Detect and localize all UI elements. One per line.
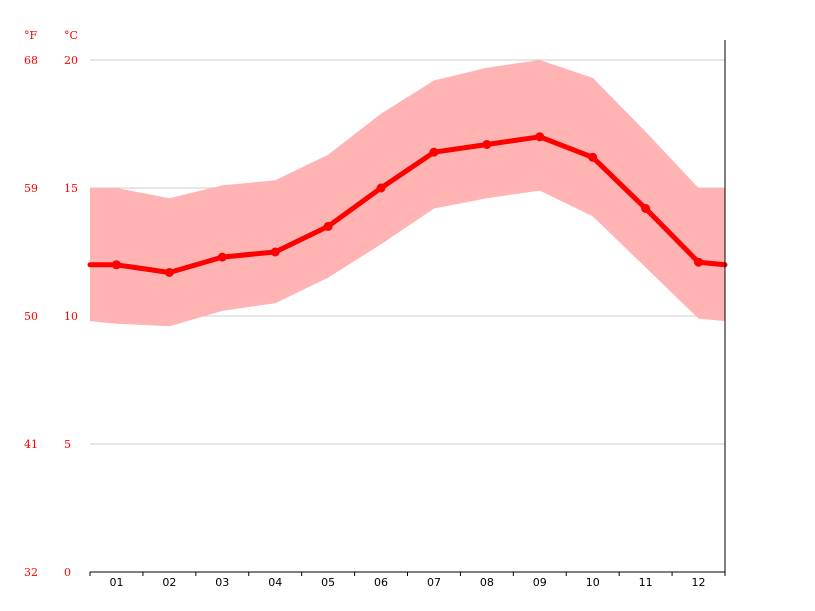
mean-temperature-line	[87, 134, 728, 275]
month-label-01: 01	[109, 576, 123, 589]
data-point-05	[323, 221, 333, 231]
fahrenheit-unit-label: °F	[24, 29, 38, 42]
data-point-11	[641, 203, 651, 213]
celsius-tick-label: 5	[64, 438, 71, 451]
data-point-09	[535, 132, 545, 142]
series-line	[87, 134, 728, 275]
celsius-tick-label: 0	[64, 566, 71, 579]
data-point-12	[694, 257, 704, 267]
fahrenheit-tick-label: 41	[24, 438, 38, 451]
temperature-range-band	[90, 60, 725, 327]
month-label-08: 08	[480, 576, 494, 589]
month-label-02: 02	[162, 576, 176, 589]
data-point-08	[482, 139, 492, 149]
month-label-04: 04	[268, 576, 282, 589]
month-label-10: 10	[586, 576, 600, 589]
data-point-03	[217, 252, 227, 262]
month-label-11: 11	[639, 576, 653, 589]
celsius-tick-label: 20	[64, 54, 78, 67]
celsius-tick-label: 15	[64, 182, 78, 195]
fahrenheit-tick-label: 59	[24, 182, 38, 195]
month-label-09: 09	[533, 576, 547, 589]
data-point-01	[111, 260, 121, 270]
month-label-07: 07	[427, 576, 441, 589]
fahrenheit-tick-label: 50	[24, 310, 38, 323]
axes	[89, 40, 726, 576]
fahrenheit-tick-label: 68	[24, 54, 38, 67]
data-point-07	[429, 147, 439, 157]
range-band	[90, 60, 725, 327]
data-point-04	[270, 247, 280, 257]
data-point-10	[588, 152, 598, 162]
month-label-03: 03	[215, 576, 229, 589]
month-label-06: 06	[374, 576, 388, 589]
month-label-05: 05	[321, 576, 335, 589]
celsius-tick-label: 10	[64, 310, 78, 323]
month-label-12: 12	[692, 576, 706, 589]
axis-labels: °F °C 32 0 41 5 50 10 59 15 68 20 01 02 03 04 05 06 07 08…	[24, 29, 706, 589]
data-point-06	[376, 183, 386, 193]
mean-temperature-points	[111, 132, 704, 277]
celsius-unit-label: °C	[64, 29, 78, 42]
data-point-02	[164, 267, 174, 277]
fahrenheit-tick-label: 32	[24, 566, 38, 579]
